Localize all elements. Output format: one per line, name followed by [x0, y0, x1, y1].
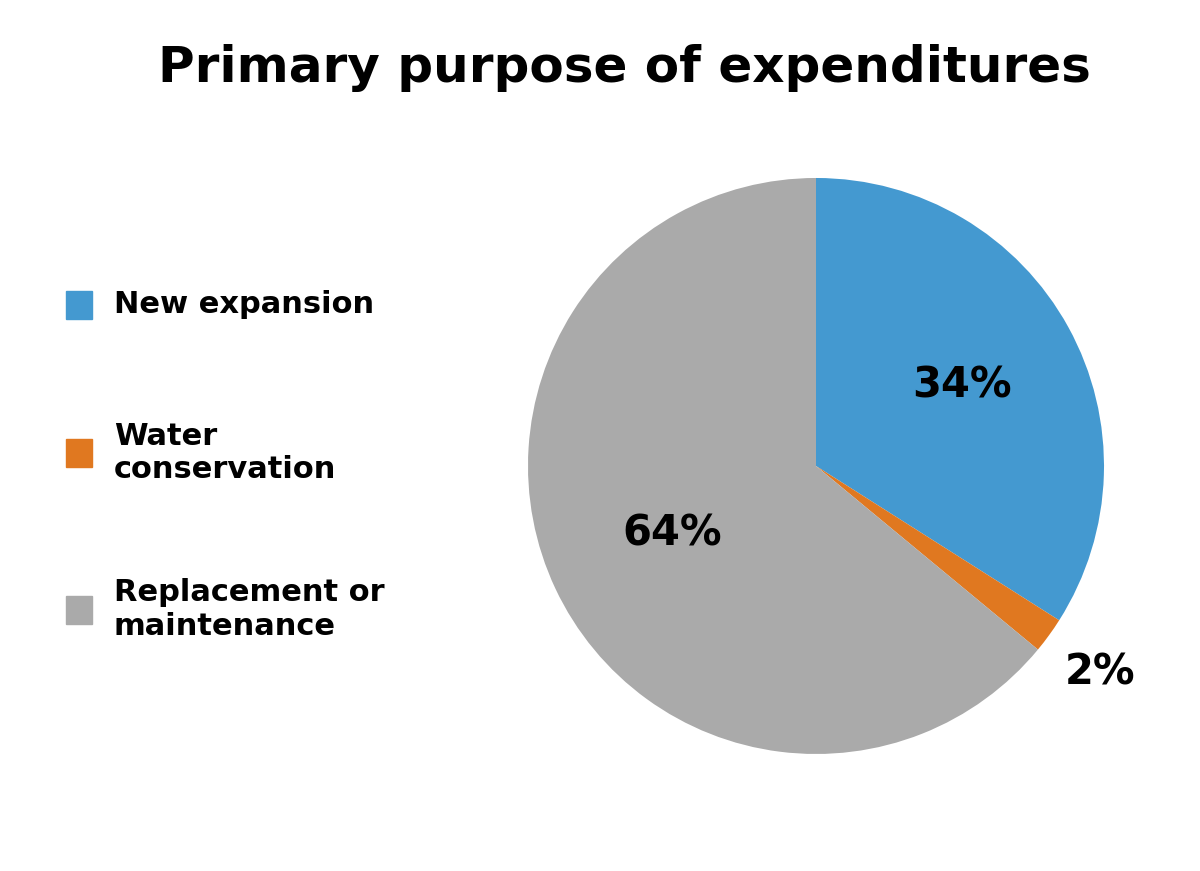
- Text: 2%: 2%: [1064, 652, 1135, 693]
- Wedge shape: [528, 178, 1038, 754]
- Text: 64%: 64%: [623, 512, 722, 555]
- Text: 34%: 34%: [912, 364, 1012, 407]
- Wedge shape: [816, 178, 1104, 620]
- Text: Replacement or
maintenance: Replacement or maintenance: [114, 578, 385, 641]
- Text: New expansion: New expansion: [114, 290, 374, 320]
- Wedge shape: [816, 466, 1060, 650]
- Text: Water
conservation: Water conservation: [114, 422, 336, 484]
- Text: Primary purpose of expenditures: Primary purpose of expenditures: [157, 44, 1091, 91]
